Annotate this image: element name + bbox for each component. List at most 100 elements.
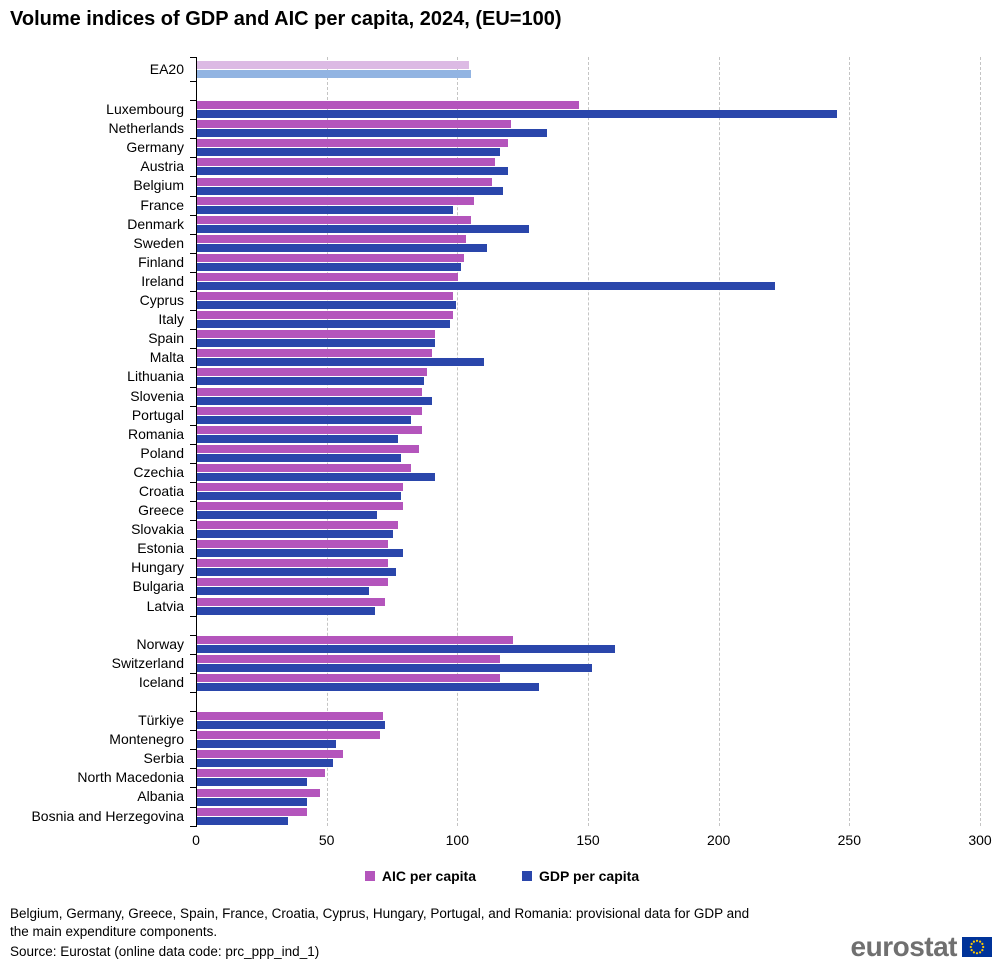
- y-axis-tick: [190, 271, 197, 273]
- gdp-bar: [197, 549, 404, 558]
- y-axis-tick: [190, 348, 197, 350]
- y-axis-tick: [190, 520, 197, 522]
- chart-row: Luxembourg: [0, 100, 1004, 119]
- aic-bar: [197, 368, 427, 377]
- chart-row: Czechia: [0, 462, 1004, 482]
- gdp-bar: [197, 740, 336, 749]
- chart-row: Ireland: [0, 271, 1004, 291]
- gdp-bar: [197, 69, 472, 78]
- aic-bar: [197, 330, 435, 339]
- country-label: Albania: [137, 788, 184, 805]
- y-axis-line: [196, 57, 197, 826]
- country-label: Germany: [126, 139, 184, 156]
- bar-chart: EA20 Luxembourg Netherlands Germany Austria B…: [0, 57, 1004, 848]
- gridline: [588, 57, 589, 826]
- x-axis-tick-label: 300: [968, 831, 992, 848]
- chart-row: Poland: [0, 443, 1004, 463]
- aic-bar: [197, 253, 464, 262]
- country-label: Poland: [140, 444, 184, 461]
- chart-row: Slovenia: [0, 386, 1004, 406]
- aic-bar: [197, 463, 412, 472]
- gdp-bar: [197, 453, 401, 462]
- gdp-bar: [197, 682, 540, 691]
- aic-bar: [197, 769, 326, 778]
- aic-bar: [197, 673, 501, 682]
- source-note: Source: Eurostat (online data code: prc_…: [10, 944, 320, 959]
- country-label: Croatia: [138, 482, 184, 499]
- gdp-bar: [197, 262, 461, 271]
- country-label: North Macedonia: [77, 769, 184, 786]
- country-label: Switzerland: [111, 654, 184, 671]
- aic-bar: [197, 196, 474, 205]
- aic-legend-swatch-icon: [364, 871, 375, 881]
- chart-row: Denmark: [0, 214, 1004, 234]
- chart-row: Lithuania: [0, 367, 1004, 386]
- y-axis-tick: [190, 424, 197, 426]
- chart-row: Serbia: [0, 749, 1004, 768]
- country-label: Ireland: [141, 272, 184, 289]
- y-axis-tick: [190, 692, 197, 693]
- y-axis-tick: [190, 405, 197, 407]
- legend-item-aic: AIC per capita: [364, 868, 476, 884]
- chart-row: Belgium: [0, 176, 1004, 195]
- gdp-bar: [197, 320, 451, 329]
- gdp-bar: [197, 530, 393, 539]
- country-label: Lithuania: [127, 368, 184, 385]
- chart-row: Spain: [0, 329, 1004, 348]
- country-label: Luxembourg: [106, 101, 184, 118]
- legend: AIC per capita GDP per capita: [0, 868, 1004, 884]
- gdp-bar: [197, 606, 375, 615]
- gdp-bar: [197, 472, 435, 481]
- country-label: Finland: [138, 253, 184, 270]
- aic-bar: [197, 521, 399, 530]
- chart-row: Germany: [0, 138, 1004, 157]
- gdp-bar: [197, 644, 616, 653]
- x-axis-tick-label: 200: [706, 831, 731, 848]
- y-axis-tick: [190, 539, 197, 541]
- y-axis-tick: [190, 310, 197, 312]
- aic-bar: [197, 731, 380, 740]
- country-label: Serbia: [143, 750, 184, 767]
- y-axis-tick: [190, 462, 197, 464]
- country-label: Austria: [140, 158, 184, 175]
- aic-bar: [197, 559, 388, 568]
- chart-row: Bosnia and Herzegovina: [0, 806, 1004, 826]
- gridline: [980, 57, 981, 826]
- y-axis-tick: [190, 138, 197, 140]
- y-axis-tick: [190, 501, 197, 503]
- chart-row: Italy: [0, 310, 1004, 329]
- aic-bar: [197, 120, 511, 129]
- y-axis-tick: [190, 195, 197, 197]
- y-axis-tick: [190, 558, 197, 560]
- gdp-bar: [197, 568, 396, 577]
- gdp-bar: [197, 434, 399, 443]
- chart-row: Türkiye: [0, 711, 1004, 730]
- eurostat-logo: eurostat: [851, 931, 992, 963]
- country-label: EA20: [149, 61, 184, 77]
- country-label: Bulgaria: [132, 578, 184, 595]
- gdp-bar: [197, 148, 501, 157]
- x-axis-tick-label: 50: [318, 831, 335, 848]
- gdp-bar: [197, 778, 307, 787]
- chart-row: Slovakia: [0, 520, 1004, 539]
- aic-bar: [197, 807, 307, 816]
- country-label: Czechia: [133, 463, 184, 480]
- chart-row: Croatia: [0, 481, 1004, 501]
- country-label: Hungary: [131, 559, 184, 576]
- y-axis-tick: [190, 119, 197, 121]
- chart-row: Romania: [0, 424, 1004, 444]
- y-axis-tick: [190, 157, 197, 159]
- y-axis-tick: [190, 443, 197, 445]
- y-axis-tick: [190, 806, 197, 808]
- group-spacer: [0, 692, 1004, 711]
- y-axis-tick: [190, 615, 197, 617]
- y-axis-tick: [190, 787, 197, 789]
- x-axis-tick-label: 100: [445, 831, 470, 848]
- y-axis-tick: [190, 711, 197, 713]
- country-label: Slovenia: [130, 387, 184, 404]
- aic-bar: [197, 349, 433, 358]
- y-axis-tick: [190, 57, 197, 58]
- country-label: Sweden: [133, 234, 184, 251]
- aic-bar: [197, 234, 467, 243]
